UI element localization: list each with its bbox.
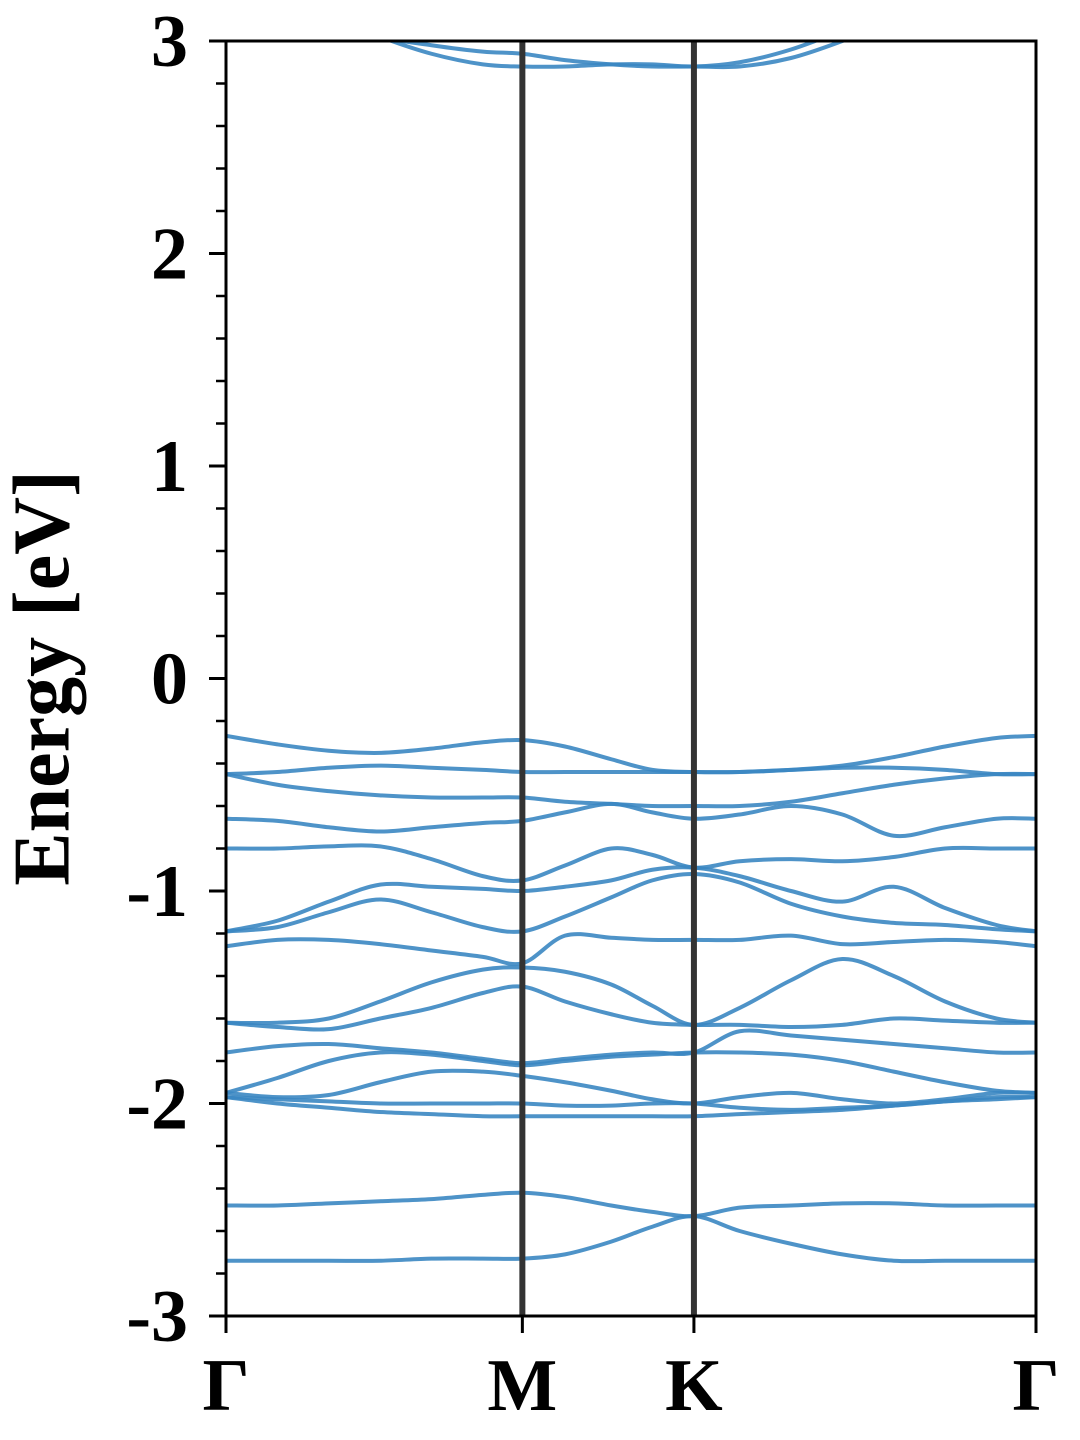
band-line [226, 1050, 1036, 1095]
band-line [226, 771, 1036, 809]
band-line [226, 984, 1036, 1032]
band-line [226, 956, 1036, 1027]
x-tick-label: M [487, 1345, 557, 1427]
y-tick-label: 2 [151, 214, 188, 296]
bands [226, 41, 1036, 1264]
plot-frame [224, 39, 1038, 1318]
y-tick-label: 0 [151, 639, 188, 721]
band-line [226, 763, 1036, 777]
band-line [226, 871, 1036, 934]
y-tick-label: -2 [126, 1064, 188, 1146]
band-line [385, 41, 821, 69]
band-line [226, 1190, 1036, 1219]
band-line [226, 801, 1036, 839]
y-tick-label: 3 [151, 1, 188, 83]
band-line [226, 1095, 1036, 1119]
band-line [226, 1028, 1036, 1066]
band-line [226, 1214, 1036, 1264]
band-line [226, 733, 1036, 775]
y-axis-label: Energy [eV] [0, 470, 86, 885]
axes: -3 -2 -1 0 1 2 3 Γ M K Γ [126, 1, 1059, 1427]
y-tick-label: -1 [126, 851, 188, 933]
band-line [226, 843, 1036, 883]
band-line [390, 41, 848, 70]
x-tick-label: Γ [202, 1345, 249, 1427]
band-line [226, 932, 1036, 967]
x-tick-label: K [665, 1345, 723, 1427]
y-tick-label: -3 [126, 1276, 188, 1358]
band-line [226, 865, 1036, 934]
x-tick-label: Γ [1012, 1345, 1059, 1427]
y-tick-label: 1 [151, 426, 188, 508]
